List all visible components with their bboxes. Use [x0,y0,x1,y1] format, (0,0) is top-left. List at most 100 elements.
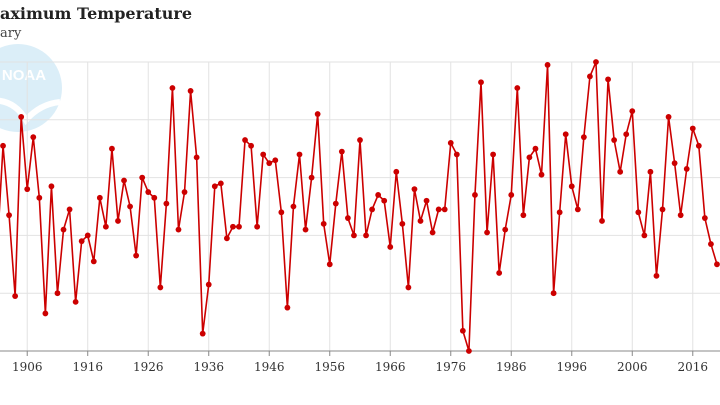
x-tick-label: 1986 [496,360,527,374]
data-point [169,85,176,91]
data-point [496,270,503,276]
data-point [0,142,6,149]
data-point [18,114,25,120]
data-point [326,261,333,268]
data-point [381,197,388,204]
data-point [714,261,720,268]
data-point [484,229,490,236]
data-point [363,232,369,239]
data-point [417,218,424,224]
data-point [605,76,611,83]
data-point [121,177,127,184]
data-point [369,206,376,213]
series-layer [0,59,720,354]
series-line [0,61,718,352]
data-point [193,154,200,161]
data-point [689,125,696,132]
data-point [399,220,406,227]
data-point [447,140,454,146]
data-point [708,241,714,247]
data-point [217,180,224,187]
noaa-logo: NOAA [0,44,62,132]
data-point [36,194,43,201]
data-point [163,200,170,207]
data-point [151,194,158,201]
chart-title: aximum Temperature [0,4,193,23]
data-point [659,206,666,213]
data-point [205,281,212,288]
data-point [574,206,581,213]
x-tick-label: 1926 [133,360,164,374]
data-point [223,235,230,242]
data-point [441,206,448,213]
data-point [133,252,140,259]
data-point [544,61,551,68]
data-point [72,298,79,305]
data-point [42,310,49,317]
data-point [175,226,182,233]
data-point [24,186,31,193]
x-tick-label: 2016 [677,360,708,374]
data-point [502,226,509,233]
data-point [435,206,442,213]
x-tick-label: 1996 [556,360,587,374]
data-point [357,137,363,143]
data-point [211,183,218,190]
x-tick-label: 1966 [375,360,406,374]
x-tick-label: 2006 [617,360,648,374]
data-point [641,232,648,239]
data-point [701,215,708,221]
data-point [514,85,521,91]
data-point [236,223,242,230]
data-point [653,272,660,279]
data-point [12,293,19,299]
data-point [84,232,91,239]
data-point [30,134,37,141]
data-point [550,290,557,297]
data-point [109,145,115,152]
data-point [568,183,575,190]
data-point [284,304,291,311]
data-point [157,284,164,291]
data-point [308,174,315,181]
data-point [508,192,515,198]
data-point [375,192,382,198]
data-point [611,137,618,143]
data-point [320,220,327,227]
data-point [78,238,85,245]
data-point [278,209,285,216]
data-point [411,186,418,193]
data-point [556,209,563,216]
data-point [199,330,206,337]
data-point [260,151,267,158]
data-point [187,88,194,94]
data-point [671,160,678,167]
chart-subtitle: ary [0,26,22,41]
data-point [459,327,466,334]
data-point [248,142,254,149]
data-point [254,223,261,230]
x-tick-label: 1956 [314,360,345,374]
data-point [115,218,121,224]
x-tick-label: 1976 [435,360,466,374]
data-point [466,348,472,354]
data-point [683,166,690,172]
data-point [532,145,539,152]
x-tick-label: 1946 [254,360,285,374]
data-point [538,171,545,178]
data-point [139,174,146,181]
data-point [145,189,152,195]
data-point [338,148,345,155]
data-point [332,200,339,207]
data-point [302,226,309,233]
data-point [66,206,73,213]
data-point [96,194,103,201]
data-point [272,157,279,164]
data-point [393,168,400,175]
data-point [266,160,273,167]
data-point [102,223,109,230]
data-point [472,192,478,198]
data-point [429,229,436,236]
x-axis: 1906 1916 1926 1936 1946 1956 1966 1976 1986 1996… [0,350,720,374]
